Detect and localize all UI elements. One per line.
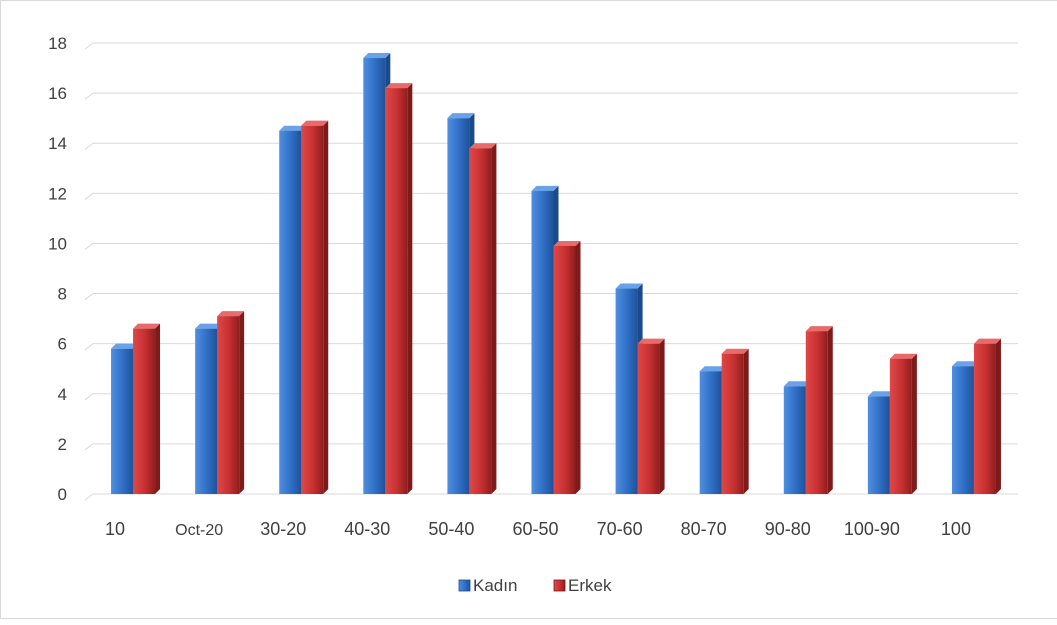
y-axis-tick-labels: 0 2 4 6 8 10 12 14 16 18 <box>48 34 67 504</box>
bar-erkek <box>553 240 581 494</box>
gridline-perspective <box>84 142 94 150</box>
bar-erkek <box>469 143 497 494</box>
x-tick-label: 100 <box>941 519 971 539</box>
x-tick-label: 90-80 <box>765 519 811 539</box>
x-tick-label: 10 <box>105 519 125 539</box>
y-tick-label: 2 <box>58 435 67 454</box>
gridline-perspective <box>84 243 94 250</box>
gridline-perspective <box>84 493 94 501</box>
gridline-perspective <box>84 92 94 100</box>
legend-item: Erkek <box>553 576 612 595</box>
x-tick-label: Oct-20 <box>175 522 223 539</box>
y-tick-label: 6 <box>58 335 67 354</box>
bar-erkek <box>301 120 329 494</box>
bar-erkek <box>721 348 749 494</box>
bar-erkek <box>973 338 1001 494</box>
y-tick-label: 12 <box>48 184 67 203</box>
bar-erkek <box>385 83 413 494</box>
gridline-perspective <box>84 42 94 50</box>
gridline-perspective <box>84 443 94 451</box>
gridline-perspective <box>84 393 94 401</box>
x-axis-tick-labels: 10 Oct-20 30-20 40-30 50-40 60-50 70-60 80-70 90… <box>105 519 971 539</box>
y-tick-label: 14 <box>48 134 67 153</box>
bar-erkek <box>217 311 245 494</box>
legend: Kadın Erkek <box>458 576 612 595</box>
y-tick-label: 10 <box>48 234 67 253</box>
bar-erkek <box>805 326 833 494</box>
bar-erkek <box>889 353 917 494</box>
gridline-perspective <box>84 293 94 300</box>
gridline-perspective <box>84 192 94 200</box>
legend-label: Kadın <box>473 576 517 595</box>
x-tick-label: 30-20 <box>260 519 306 539</box>
x-tick-label: 40-30 <box>344 519 390 539</box>
y-tick-label: 0 <box>58 485 67 504</box>
legend-item: Kadın <box>458 576 517 595</box>
legend-swatch <box>553 579 566 592</box>
legend-label: Erkek <box>568 576 612 595</box>
bar-erkek <box>133 323 161 494</box>
x-tick-label: 60-50 <box>512 519 558 539</box>
bar-erkek <box>637 338 665 494</box>
y-tick-label: 4 <box>58 385 67 404</box>
x-tick-label: 100-90 <box>844 519 900 539</box>
bars <box>111 53 1001 495</box>
y-tick-label: 16 <box>48 84 67 103</box>
y-tick-label: 8 <box>58 285 67 304</box>
gridline-perspective <box>84 343 94 351</box>
x-tick-label: 50-40 <box>428 519 474 539</box>
y-tick-label: 18 <box>48 34 67 53</box>
x-tick-label: 70-60 <box>597 519 643 539</box>
x-tick-label: 80-70 <box>681 519 727 539</box>
legend-swatch <box>458 579 471 592</box>
